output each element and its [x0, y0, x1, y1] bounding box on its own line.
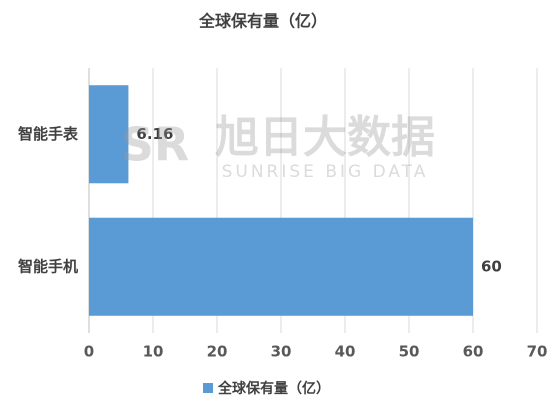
x-tick-label: 30 — [271, 343, 292, 361]
watermark-subtitle: SUNRISE BIG DATA — [222, 162, 429, 182]
watermark-logo: SR — [121, 118, 190, 172]
x-tick-label: 70 — [527, 343, 548, 361]
x-tick-label: 50 — [399, 343, 420, 361]
y-tick-label: 智能手机 — [18, 257, 78, 275]
x-tick-label: 10 — [143, 343, 164, 361]
legend-label: 全球保有量（亿） — [217, 380, 330, 397]
legend-swatch — [203, 383, 213, 393]
data-label: 60 — [481, 257, 502, 275]
data-label: 6.16 — [136, 125, 173, 143]
watermark: SR 旭日大数据 SUNRISE BIG DATA — [121, 112, 435, 182]
bar — [89, 85, 129, 184]
bar — [89, 217, 473, 316]
x-tick-label: 40 — [335, 343, 356, 361]
chart-title: 全球保有量（亿） — [198, 12, 327, 31]
x-tick-label: 20 — [207, 343, 228, 361]
watermark-text: 旭日大数据 — [215, 112, 435, 163]
x-tick-label: 0 — [84, 343, 94, 361]
y-tick-label: 智能手表 — [18, 125, 79, 143]
x-tick-label: 60 — [463, 343, 484, 361]
